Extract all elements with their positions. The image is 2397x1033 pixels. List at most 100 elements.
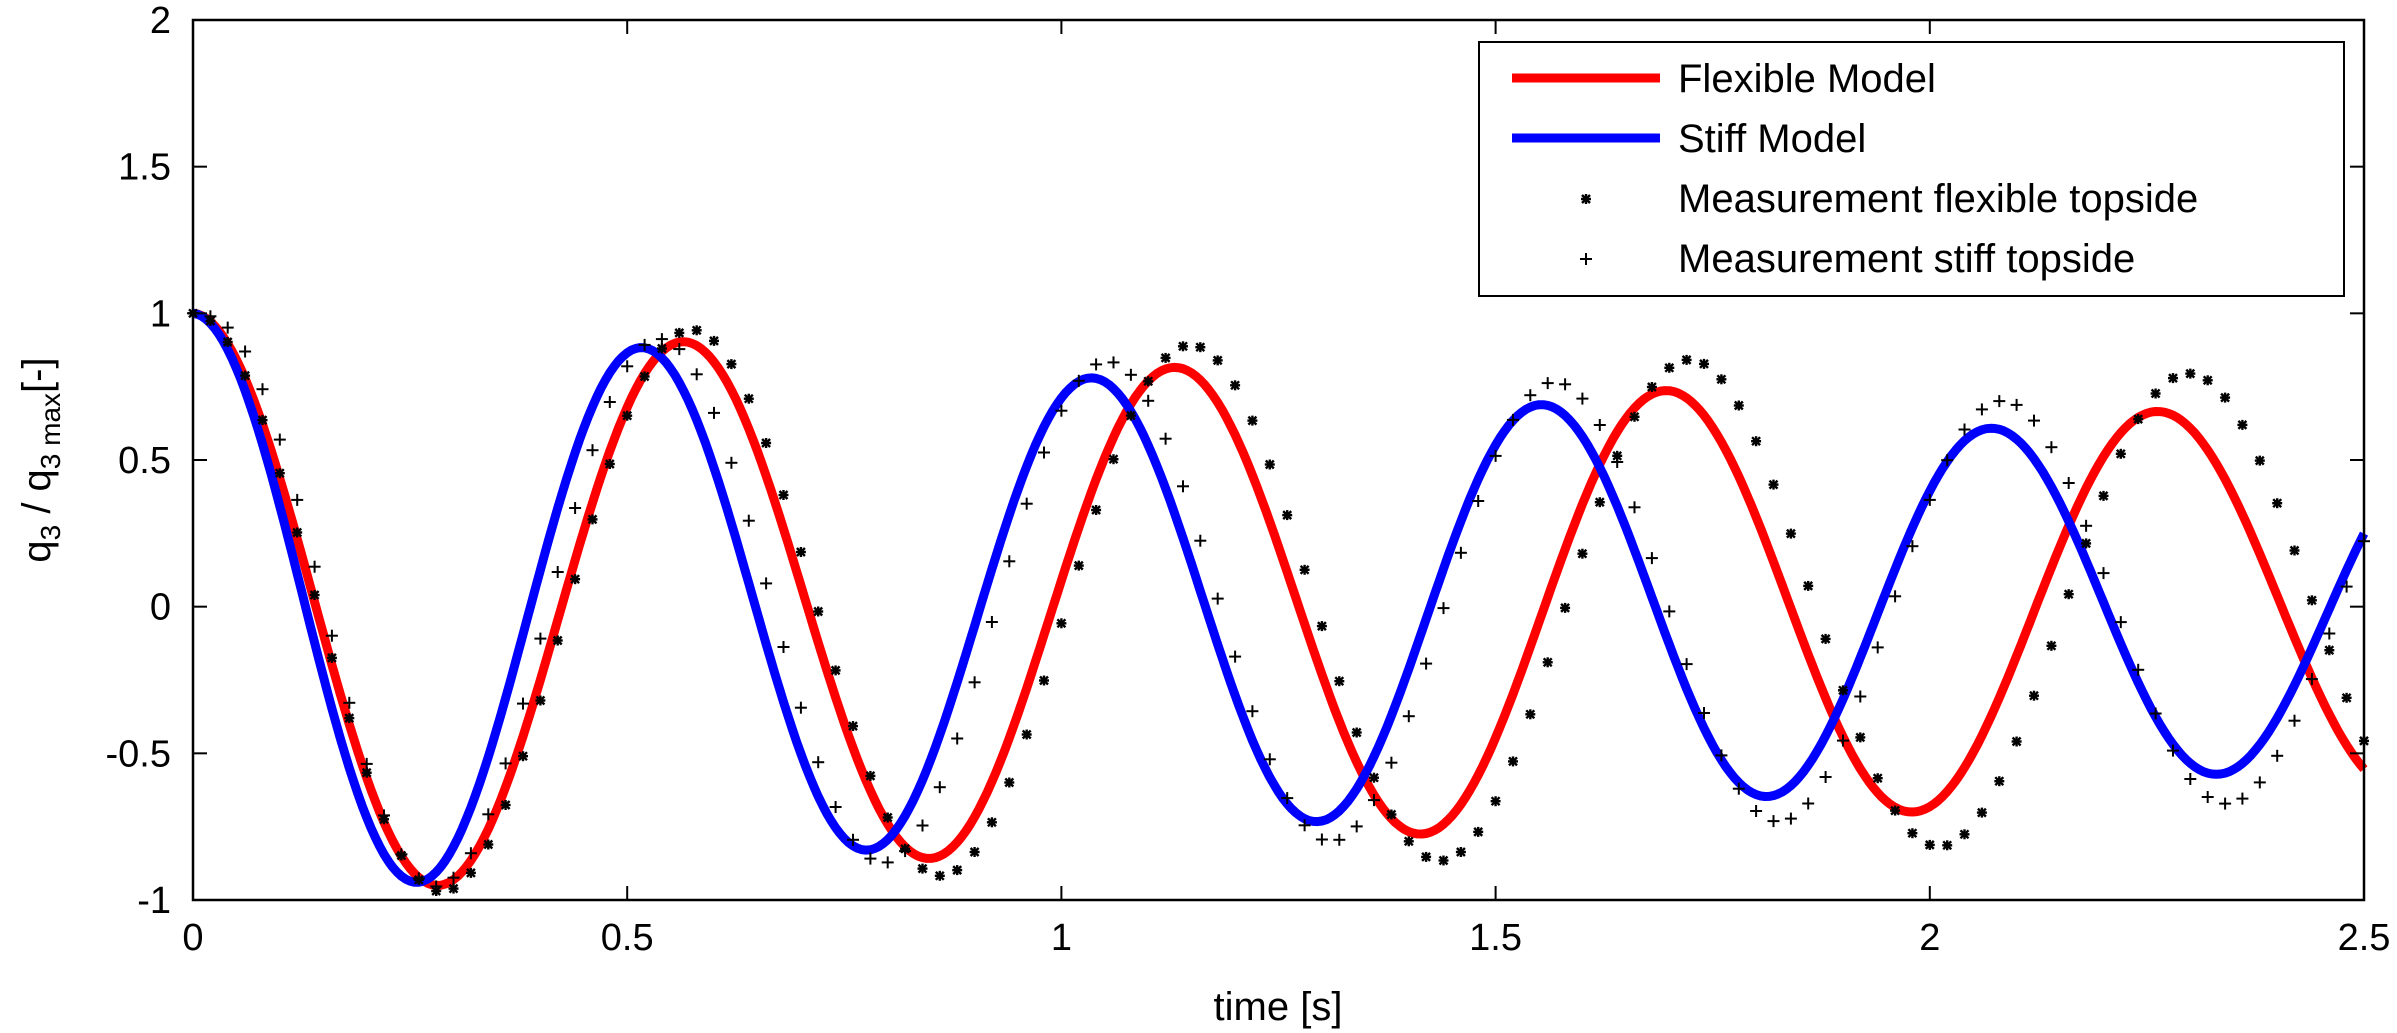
point-measurement-stiff <box>1854 690 1867 703</box>
point-measurement-stiff <box>847 833 859 846</box>
point-measurement-flexible <box>2202 375 2213 386</box>
point-measurement-stiff <box>916 819 929 832</box>
point-measurement-stiff <box>1315 833 1328 846</box>
point-measurement-stiff <box>1385 756 1398 769</box>
point-measurement-stiff <box>1784 812 1797 825</box>
point-measurement-flexible <box>1646 382 1657 392</box>
point-measurement-flexible <box>1699 358 1709 369</box>
point-measurement-flexible <box>465 867 476 878</box>
point-measurement-flexible <box>1004 777 1015 788</box>
point-measurement-flexible <box>1212 355 1223 366</box>
point-measurement-stiff <box>1454 546 1467 559</box>
ticks-layer: 0 0.5 1 1.5 2 2.5 -1 -0.5 0 0.5 1 1.5 2 <box>106 0 2391 959</box>
point-measurement-stiff <box>1715 749 1728 762</box>
point-measurement-stiff <box>1124 368 1137 381</box>
point-measurement-flexible <box>483 839 494 850</box>
point-measurement-stiff <box>343 696 356 709</box>
point-measurement-flexible <box>2220 392 2231 403</box>
point-measurement-stiff <box>742 514 755 527</box>
point-measurement-flexible <box>1490 796 1501 807</box>
point-measurement-stiff <box>2080 519 2093 532</box>
point-measurement-stiff <box>1281 792 1294 805</box>
point-measurement-stiff <box>221 321 234 334</box>
point-measurement-flexible <box>848 721 858 732</box>
point-measurement-flexible <box>639 371 650 382</box>
point-measurement-stiff <box>1472 495 1485 507</box>
point-measurement-stiff <box>1142 394 1155 407</box>
point-measurement-flexible <box>1334 676 1345 687</box>
series-line-flexible-model <box>192 308 2368 890</box>
point-measurement-stiff <box>569 502 582 514</box>
y-tick-label: -1 <box>137 880 171 922</box>
point-measurement-flexible <box>1942 840 1953 851</box>
point-measurement-flexible <box>1108 454 1119 465</box>
point-measurement-flexible <box>743 393 754 404</box>
point-measurement-stiff <box>256 383 269 396</box>
point-measurement-stiff <box>690 368 703 381</box>
point-measurement-flexible <box>326 652 337 663</box>
point-measurement-stiff <box>951 732 964 745</box>
point-measurement-stiff <box>1003 555 1016 568</box>
point-measurement-stiff <box>1645 552 1658 565</box>
point-measurement-stiff <box>1229 650 1242 663</box>
x-tick-label: 1.5 <box>1469 917 1522 959</box>
y-tick-label: 2 <box>150 0 171 42</box>
point-measurement-flexible <box>1959 829 1970 840</box>
point-measurement-flexible <box>1386 809 1397 820</box>
point-measurement-stiff <box>1680 658 1693 671</box>
point-measurement-flexible <box>674 327 685 338</box>
point-measurement-flexible <box>726 359 737 370</box>
point-measurement-stiff <box>1263 753 1276 766</box>
point-measurement-flexible <box>761 438 772 448</box>
point-measurement-stiff <box>447 871 460 884</box>
point-measurement-flexible <box>1195 342 1206 353</box>
point-measurement-stiff <box>482 808 495 821</box>
point-measurement-stiff <box>2305 673 2318 686</box>
point-measurement-flexible <box>1838 685 1848 696</box>
point-measurement-flexible <box>1282 510 1293 521</box>
point-measurement-flexible <box>1785 528 1796 539</box>
point-measurement-flexible <box>656 343 667 354</box>
point-measurement-flexible <box>2133 414 2144 425</box>
point-measurement-stiff <box>1038 446 1050 459</box>
point-measurement-flexible <box>2168 373 2178 384</box>
point-measurement-flexible <box>795 547 806 557</box>
point-measurement-stiff <box>2045 441 2058 454</box>
y-axis-label-sub2: 3 max <box>35 393 66 469</box>
point-measurement-flexible <box>1525 709 1536 720</box>
point-measurement-flexible <box>604 459 615 469</box>
point-measurement-flexible <box>2289 545 2300 556</box>
point-measurement-stiff <box>1611 456 1624 468</box>
point-measurement-stiff <box>829 801 842 813</box>
point-measurement-flexible <box>587 514 598 525</box>
point-measurement-stiff <box>2010 398 2023 411</box>
y-tick-label: 0 <box>150 587 171 629</box>
point-measurement-flexible <box>344 713 355 724</box>
point-measurement-stiff <box>586 444 599 457</box>
point-measurement-stiff <box>1177 480 1189 493</box>
point-measurement-flexible <box>518 751 528 762</box>
point-measurement-stiff <box>1732 782 1745 795</box>
point-measurement-flexible <box>917 863 928 874</box>
point-measurement-stiff <box>1958 423 1971 436</box>
point-measurement-flexible <box>709 335 719 346</box>
y-tick-label: 0.5 <box>118 440 171 482</box>
point-measurement-stiff <box>499 757 512 770</box>
point-measurement-flexible <box>1768 479 1779 490</box>
y-tick-label: -0.5 <box>106 733 171 775</box>
point-measurement-stiff <box>1298 819 1311 832</box>
point-measurement-stiff <box>638 338 651 351</box>
point-measurement-stiff <box>1975 403 1988 416</box>
point-measurement-flexible <box>1508 756 1518 767</box>
point-measurement-flexible <box>1056 618 1067 629</box>
point-measurement-stiff <box>1090 358 1103 371</box>
point-measurement-flexible <box>1421 851 1432 862</box>
point-measurement-flexible <box>1264 459 1275 470</box>
point-measurement-flexible <box>1733 400 1744 411</box>
point-measurement-flexible <box>2254 455 2265 466</box>
point-measurement-stiff <box>1107 356 1120 369</box>
point-measurement-flexible <box>2011 736 2022 747</box>
point-measurement-stiff <box>239 345 252 358</box>
point-measurement-flexible <box>2272 498 2283 509</box>
point-measurement-stiff <box>2288 714 2301 727</box>
